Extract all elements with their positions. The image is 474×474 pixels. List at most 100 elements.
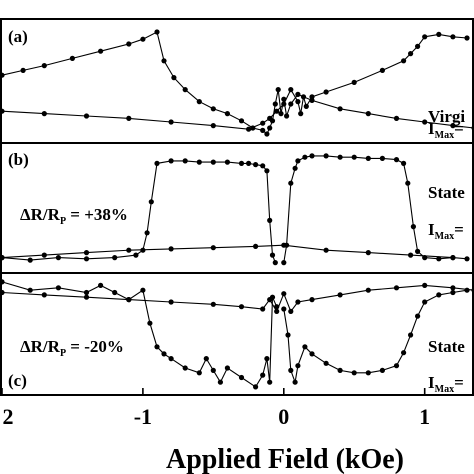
data-point — [83, 256, 90, 262]
series-line-3 — [1, 284, 474, 313]
data-point — [323, 247, 329, 253]
data-point — [281, 101, 287, 107]
data-point — [69, 55, 75, 62]
data-point — [365, 287, 371, 293]
data-point — [182, 365, 188, 371]
data-point — [147, 320, 153, 326]
data-point — [168, 246, 174, 252]
data-point — [126, 297, 132, 303]
data-point — [41, 252, 47, 258]
data-point — [393, 115, 400, 121]
data-point — [171, 75, 177, 81]
data-point — [246, 126, 252, 132]
data-point — [238, 118, 245, 124]
data-point — [41, 63, 47, 69]
data-point — [351, 79, 357, 85]
data-point — [217, 379, 223, 385]
data-point — [288, 367, 294, 373]
data-point — [295, 363, 301, 369]
data-point — [323, 360, 329, 366]
data-point — [365, 370, 371, 376]
data-point — [436, 31, 442, 37]
data-point — [365, 155, 371, 161]
data-point — [168, 119, 174, 125]
series-line-2 — [1, 33, 468, 130]
data-point — [274, 108, 280, 114]
data-point — [284, 113, 290, 119]
data-point — [401, 350, 407, 356]
side-label: Virgi — [428, 107, 465, 126]
data-point — [405, 180, 411, 186]
data-point — [288, 101, 294, 107]
panel-b: (b) ΔR/RP = +38% State IMax= — [0, 150, 470, 266]
data-point — [379, 67, 385, 73]
series-line-2 — [283, 289, 468, 385]
data-point — [379, 155, 385, 161]
x-tick-label: -1 — [134, 404, 152, 429]
data-point — [436, 256, 442, 262]
data-point — [148, 199, 154, 205]
data-point — [83, 113, 90, 119]
data-point — [298, 111, 304, 117]
panel-tag: (a) — [8, 27, 28, 46]
data-point — [210, 106, 216, 112]
data-point — [295, 299, 301, 305]
data-point — [285, 332, 291, 338]
data-point — [41, 111, 47, 117]
data-point — [238, 160, 245, 166]
data-point — [161, 351, 167, 357]
data-point — [302, 154, 308, 160]
data-point — [401, 160, 407, 166]
data-point — [422, 282, 428, 288]
x-axis-title: Applied Field (kOe) — [166, 444, 404, 474]
data-point — [365, 250, 371, 256]
data-point — [20, 67, 26, 73]
data-point — [27, 287, 33, 293]
data-point — [224, 111, 230, 117]
data-point — [267, 115, 273, 121]
data-point — [238, 374, 245, 381]
data-point — [224, 365, 230, 371]
x-tick-label: 2 — [3, 404, 14, 429]
data-point — [196, 159, 202, 165]
data-point — [112, 255, 118, 261]
data-point — [450, 285, 456, 291]
data-point — [295, 158, 301, 164]
data-point — [260, 372, 266, 378]
data-point — [264, 168, 270, 174]
data-point — [295, 99, 301, 105]
data-point — [154, 344, 160, 350]
data-point — [278, 111, 284, 117]
data-point — [337, 367, 343, 373]
data-point — [464, 287, 470, 293]
data-point — [83, 250, 90, 256]
data-point — [351, 154, 357, 160]
data-point — [292, 165, 298, 171]
data-point — [168, 299, 174, 305]
panel-c: (c) ΔR/RP = -20% State IMax= — [0, 279, 474, 395]
data-point — [450, 34, 456, 40]
data-point — [309, 297, 315, 303]
data-point — [41, 292, 47, 298]
data-point — [393, 285, 400, 291]
data-point — [126, 247, 132, 253]
side-label: State — [428, 183, 465, 202]
ratio-annotation: ΔR/RP = -20% — [20, 337, 124, 359]
data-point — [275, 87, 281, 93]
data-point — [365, 111, 371, 117]
data-point — [393, 363, 400, 369]
data-point — [300, 94, 307, 100]
panel-tag: (b) — [8, 150, 29, 169]
data-point — [351, 370, 357, 376]
data-point — [210, 123, 216, 129]
data-point — [83, 294, 90, 300]
data-point — [464, 256, 470, 262]
data-point — [210, 301, 216, 307]
data-point — [260, 120, 266, 126]
data-point — [196, 370, 202, 376]
data-point — [267, 379, 273, 385]
data-point — [281, 242, 287, 248]
x-tick-label: 0 — [278, 404, 289, 429]
data-point — [133, 252, 139, 258]
